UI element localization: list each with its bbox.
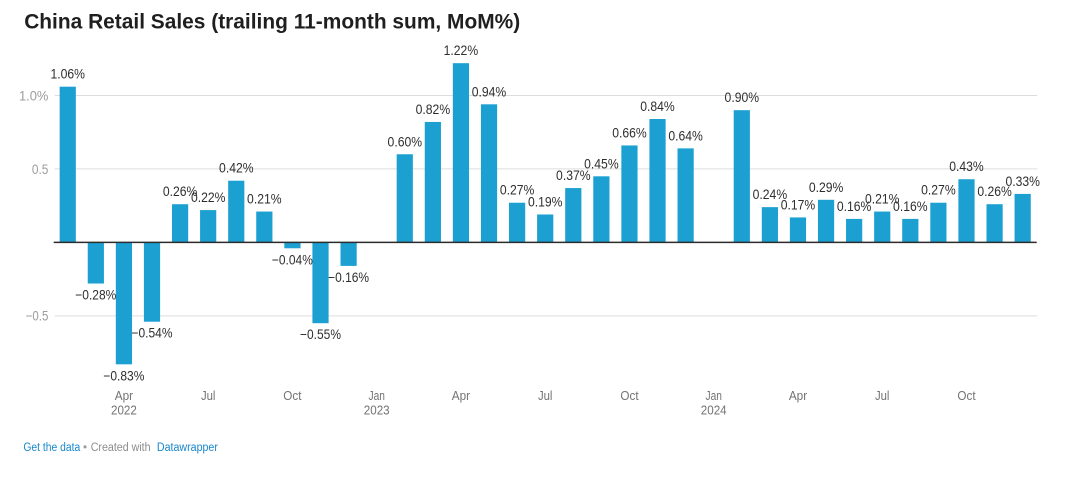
svg-text:0.29%: 0.29%	[809, 180, 844, 195]
svg-text:0.16%: 0.16%	[837, 199, 872, 214]
svg-text:0.37%: 0.37%	[556, 168, 591, 183]
svg-text:−0.28%: −0.28%	[75, 288, 116, 303]
svg-text:1.06%: 1.06%	[50, 67, 85, 82]
svg-text:−0.16%: −0.16%	[328, 270, 369, 285]
svg-text:Apr: Apr	[452, 388, 471, 403]
svg-text:1.0%: 1.0%	[19, 88, 48, 103]
svg-text:•: •	[83, 442, 87, 454]
svg-text:0.24%: 0.24%	[753, 187, 788, 202]
svg-text:Apr: Apr	[789, 388, 808, 403]
svg-text:2024: 2024	[701, 403, 727, 418]
svg-text:0.16%: 0.16%	[893, 199, 928, 214]
svg-text:2023: 2023	[364, 403, 390, 418]
svg-text:0.19%: 0.19%	[528, 195, 563, 210]
svg-text:0.42%: 0.42%	[219, 161, 254, 176]
svg-text:0.26%: 0.26%	[977, 184, 1012, 199]
svg-text:0.27%: 0.27%	[500, 183, 535, 198]
svg-text:Get the data: Get the data	[23, 442, 80, 454]
svg-text:0.21%: 0.21%	[865, 192, 900, 207]
svg-text:Created with: Created with	[91, 442, 151, 454]
svg-text:0.94%: 0.94%	[472, 84, 507, 99]
svg-text:0.26%: 0.26%	[163, 184, 198, 199]
svg-text:Jan: Jan	[369, 388, 385, 403]
svg-text:−0.54%: −0.54%	[132, 326, 173, 341]
svg-text:Jan: Jan	[706, 388, 722, 403]
svg-text:Oct: Oct	[957, 388, 976, 403]
svg-text:0.27%: 0.27%	[921, 183, 956, 198]
svg-text:0.84%: 0.84%	[640, 99, 675, 114]
svg-text:−0.04%: −0.04%	[272, 252, 313, 267]
svg-text:Jul: Jul	[875, 388, 890, 403]
svg-text:2022: 2022	[111, 403, 137, 418]
svg-text:−0.83%: −0.83%	[103, 368, 144, 383]
svg-text:0.5: 0.5	[32, 162, 49, 177]
svg-text:−0.55%: −0.55%	[300, 327, 341, 342]
svg-text:China Retail Sales (trailing 1: China Retail Sales (trailing 11-month su…	[24, 10, 520, 34]
svg-text:Jul: Jul	[201, 388, 216, 403]
svg-text:Jul: Jul	[538, 388, 553, 403]
svg-text:Oct: Oct	[283, 388, 302, 403]
svg-text:Datawrapper: Datawrapper	[157, 442, 218, 454]
svg-text:0.82%: 0.82%	[416, 102, 451, 117]
svg-text:0.60%: 0.60%	[388, 134, 423, 149]
svg-text:0.22%: 0.22%	[191, 190, 226, 205]
svg-text:0.66%: 0.66%	[612, 125, 647, 140]
svg-text:0.43%: 0.43%	[949, 159, 984, 174]
svg-text:−0.5: −0.5	[26, 309, 49, 324]
svg-text:Apr: Apr	[115, 388, 134, 403]
svg-text:1.22%: 1.22%	[444, 43, 479, 58]
svg-text:0.64%: 0.64%	[668, 128, 703, 143]
svg-text:0.90%: 0.90%	[725, 90, 760, 105]
svg-text:0.33%: 0.33%	[1005, 174, 1040, 189]
svg-text:0.17%: 0.17%	[781, 197, 816, 212]
svg-text:0.21%: 0.21%	[247, 192, 282, 207]
svg-text:0.45%: 0.45%	[584, 156, 619, 171]
svg-text:Oct: Oct	[620, 388, 639, 403]
